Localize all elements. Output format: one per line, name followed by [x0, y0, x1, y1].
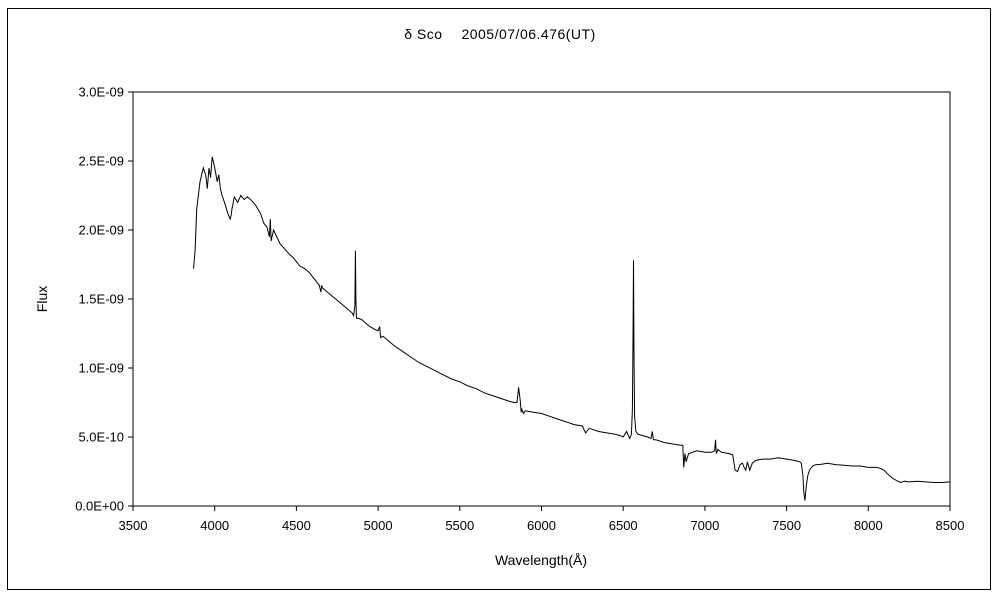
y-tick-label: 2.0E-09	[78, 223, 124, 238]
x-tick-label: 5000	[364, 518, 393, 533]
x-tick-label: 3500	[119, 518, 148, 533]
x-tick-label: 8500	[936, 518, 965, 533]
y-tick-label: 2.5E-09	[78, 154, 124, 169]
y-tick-label: 0.0E+00	[75, 499, 124, 514]
x-axis-title: Wavelength(Å)	[495, 552, 587, 568]
spectrum-line	[193, 156, 951, 501]
x-tick-label: 5500	[445, 518, 474, 533]
x-tick-label: 8000	[854, 518, 883, 533]
x-axis: 3500 4000 4500 5000 5500 6000 6500 7000 7500 8000…	[119, 506, 965, 533]
x-tick-label: 7000	[690, 518, 719, 533]
chart-frame	[7, 8, 991, 590]
chart-title: δ Sco 2005/07/06.476(UT)	[404, 26, 596, 42]
y-axis: 0.0E+00 5.0E-10 1.0E-09 1.5E-09 2.0E-09 2.5E-…	[75, 85, 133, 514]
x-tick-label: 4500	[282, 518, 311, 533]
x-tick-label: 4000	[200, 518, 229, 533]
plot-area	[132, 91, 951, 507]
y-tick-label: 3.0E-09	[78, 85, 124, 100]
y-tick-label: 5.0E-10	[78, 430, 124, 445]
x-tick-label: 7500	[772, 518, 801, 533]
x-tick-label: 6000	[527, 518, 556, 533]
x-tick-label: 6500	[609, 518, 638, 533]
y-tick-label: 1.5E-09	[78, 292, 124, 307]
y-tick-label: 1.0E-09	[78, 361, 124, 376]
y-axis-title: Flux	[34, 286, 50, 312]
